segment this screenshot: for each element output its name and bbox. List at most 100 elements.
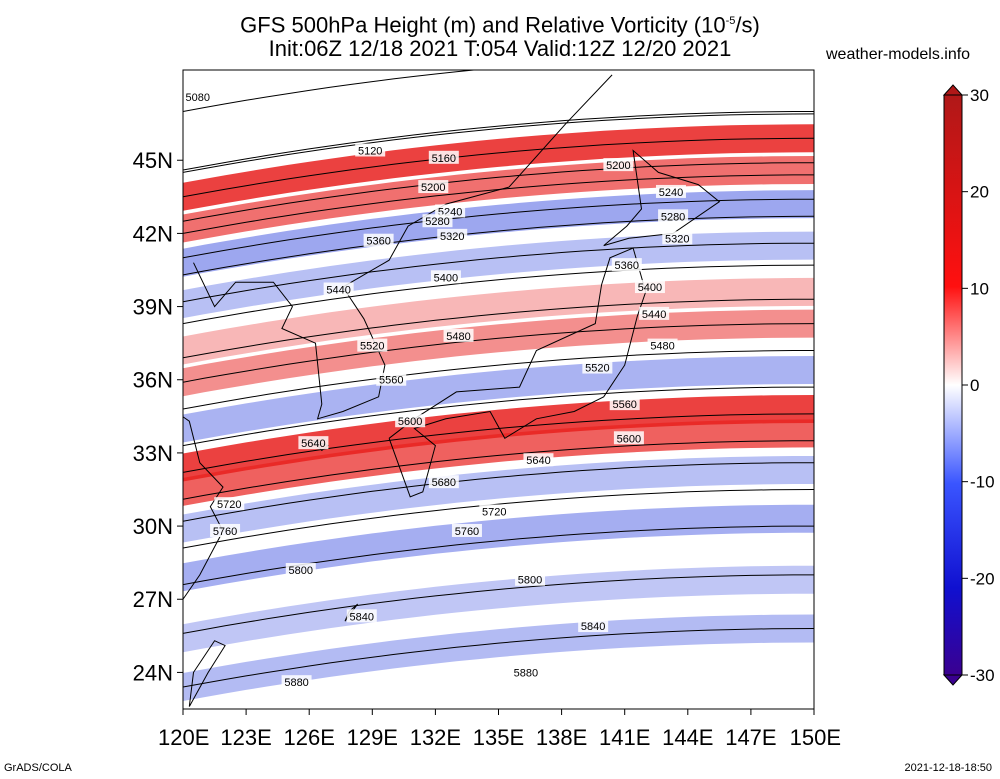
contour-label-bg — [285, 562, 316, 576]
contour-label-bg — [346, 609, 377, 623]
contour-label: 5800 — [518, 575, 542, 587]
lat-tick-label: 42N — [133, 221, 173, 246]
height-contour — [183, 198, 814, 259]
contour-label: 5320 — [665, 233, 689, 245]
contour-label: 5560 — [379, 375, 403, 387]
colorbar: 30 20 10 0 -10 -20 -30 — [942, 84, 995, 686]
lon-tick-label: 123E — [220, 725, 271, 750]
contour-label: 5200 — [421, 182, 445, 194]
height-contour — [183, 489, 814, 549]
contour-label-bg — [363, 233, 394, 247]
lon-tick-label: 138E — [536, 725, 587, 750]
contour-label-bg — [634, 280, 665, 294]
colorbar-label: 0 — [970, 376, 979, 395]
contour-label-bg — [443, 328, 474, 342]
contour-label-bg — [658, 209, 689, 223]
contour-label-bg — [210, 523, 241, 537]
vorticity-band — [183, 356, 814, 443]
height-contour — [183, 215, 814, 276]
height-contour — [183, 462, 814, 522]
lon-tick-label: 126E — [284, 725, 335, 750]
lat-tick-label: 24N — [133, 660, 173, 685]
contour-label-bg — [479, 504, 510, 518]
longitude-axis: 120E 123E 126E 129E 132E 135E 138E 141E 144E 147E… — [158, 709, 841, 750]
colorbar-scale — [943, 94, 963, 676]
height-contour — [183, 70, 479, 112]
contour-label: 5200 — [606, 160, 630, 172]
lat-tick-label: 27N — [133, 587, 173, 612]
lon-tick-label: 120E — [158, 725, 209, 750]
vorticity-band — [183, 419, 814, 506]
vorticity-band — [183, 156, 814, 243]
contour-label: 5280 — [425, 216, 449, 228]
vorticity-band — [183, 277, 814, 365]
title-exponent: -5 — [725, 15, 736, 27]
lon-tick-label: 135E — [473, 725, 524, 750]
contour-label-bg — [603, 158, 634, 172]
contour-label-bg — [182, 89, 213, 103]
contour-label-bg — [428, 150, 459, 164]
contour-label: 5400 — [638, 282, 662, 294]
contour-label-bg — [422, 214, 453, 228]
colorbar-label: 30 — [970, 86, 989, 105]
contour-label-bg — [647, 338, 678, 352]
lon-tick-label: 147E — [725, 725, 776, 750]
contour-label-bg — [395, 414, 426, 428]
contour-label: 5600 — [617, 433, 641, 445]
contour-label-bg — [515, 572, 546, 586]
height-contour — [183, 628, 814, 688]
contour-label-bg — [376, 372, 407, 386]
contour-label-bg — [510, 665, 541, 679]
contour-label-bg — [609, 397, 640, 411]
height-contour — [183, 174, 814, 234]
colorbar-label: 20 — [970, 183, 989, 202]
vorticity-field — [183, 70, 814, 709]
coastline — [188, 640, 226, 707]
contour-label: 5520 — [360, 341, 384, 353]
contour-label: 5560 — [612, 399, 636, 411]
vorticity-band — [183, 565, 814, 653]
contour-label-bg — [655, 184, 686, 198]
height-contour — [183, 574, 814, 634]
height-contour — [183, 113, 814, 173]
height-contour — [183, 137, 814, 198]
contour-label: 5760 — [213, 526, 237, 538]
contour-label-bg — [418, 180, 449, 194]
contour-label-bg — [428, 475, 459, 489]
contour-label-bg — [582, 360, 613, 374]
contour-label: 5400 — [434, 272, 458, 284]
contour-label: 5840 — [350, 611, 374, 623]
contour-label: 5480 — [446, 331, 470, 343]
height-contour — [183, 323, 814, 383]
vorticity-band — [183, 395, 814, 482]
contour-label-bg — [451, 523, 482, 537]
vorticity-band — [183, 309, 814, 397]
contour-label-bg — [214, 497, 245, 511]
render-timestamp: 2021-12-18-18:50 — [904, 762, 992, 774]
latitude-axis: 24N 27N 30N 33N 36N 39N 42N 45N — [133, 148, 183, 685]
contour-label: 5360 — [366, 236, 390, 248]
contour-label-bg — [357, 338, 388, 352]
vorticity-band — [183, 504, 814, 592]
lat-tick-label: 45N — [133, 148, 173, 173]
contour-label: 5280 — [661, 211, 685, 223]
colorbar-label: -10 — [970, 473, 995, 492]
height-contour — [183, 162, 814, 222]
contour-label-bg — [323, 282, 354, 296]
contour-label-bg — [578, 619, 609, 633]
lon-tick-label: 132E — [410, 725, 461, 750]
colorbar-bottom-cap — [942, 674, 964, 686]
contour-label: 5880 — [284, 677, 308, 689]
vorticity-band — [183, 124, 814, 211]
height-contours — [183, 70, 814, 688]
contour-label: 5360 — [615, 260, 639, 272]
height-contour — [183, 350, 814, 410]
software-credit: GrADS/COLA — [4, 762, 72, 774]
lon-tick-label: 141E — [599, 725, 650, 750]
contour-label: 5160 — [432, 153, 456, 165]
lat-tick-label: 36N — [133, 368, 173, 393]
contour-label: 5120 — [358, 145, 382, 157]
contour-label-bg — [523, 453, 554, 467]
